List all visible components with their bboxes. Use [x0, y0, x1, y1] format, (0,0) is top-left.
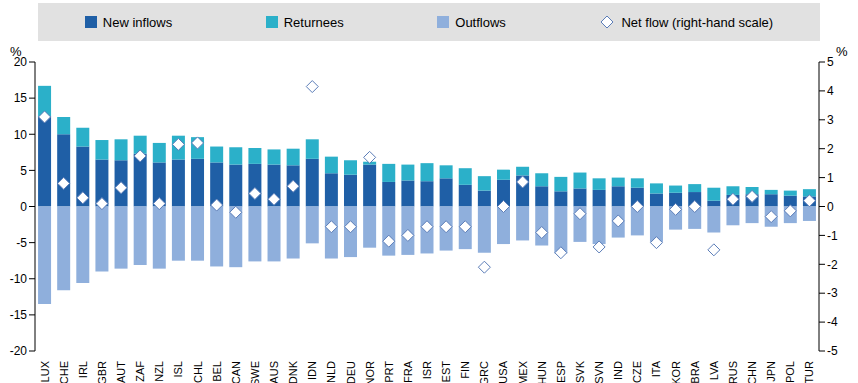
- svg-text:HUN: HUN: [536, 361, 548, 383]
- svg-text:-10: -10: [10, 272, 28, 286]
- svg-text:ESP: ESP: [555, 361, 567, 383]
- svg-text:GRC: GRC: [478, 361, 490, 383]
- svg-text:5: 5: [20, 164, 27, 178]
- svg-text:FIN: FIN: [459, 361, 471, 379]
- svg-text:-5: -5: [827, 344, 838, 358]
- svg-text:-1: -1: [827, 229, 838, 243]
- svg-text:GBR: GBR: [96, 361, 108, 383]
- svg-text:15: 15: [14, 91, 28, 105]
- svg-text:ISR: ISR: [421, 361, 433, 379]
- svg-text:JPN: JPN: [765, 361, 777, 382]
- svg-text:AUT: AUT: [115, 361, 127, 383]
- svg-text:LVA: LVA: [708, 360, 720, 380]
- html-text:Returnees: Returnees: [283, 14, 344, 30]
- svg-text:1: 1: [827, 171, 834, 185]
- svg-text:FRA: FRA: [402, 360, 414, 383]
- svg-text:-2: -2: [827, 258, 838, 272]
- html-text:Outflows: Outflows: [455, 14, 506, 30]
- svg-text:2: 2: [827, 142, 834, 156]
- svg-text:NLD: NLD: [325, 361, 337, 383]
- svg-text:BRA: BRA: [689, 360, 701, 383]
- svg-text:SVK: SVK: [574, 360, 586, 383]
- svg-text:USA: USA: [497, 360, 509, 383]
- svg-text:20: 20: [14, 55, 28, 69]
- html-text:Net flow (right-hand scale): Net flow (right-hand scale): [621, 14, 774, 30]
- svg-text:NZL: NZL: [153, 361, 165, 382]
- svg-text:-5: -5: [16, 236, 27, 250]
- svg-text:MEX: MEX: [517, 360, 529, 383]
- svg-text:3: 3: [827, 113, 834, 127]
- svg-text:-20: -20: [10, 344, 28, 358]
- svg-text:CHL: CHL: [192, 361, 204, 383]
- svg-text:5: 5: [827, 55, 834, 69]
- svg-text:CZE: CZE: [631, 361, 643, 383]
- svg-text:SWE: SWE: [249, 361, 261, 383]
- svg-text:KOR: KOR: [670, 361, 682, 383]
- svg-text:CHE: CHE: [58, 361, 70, 383]
- svg-text:IDN: IDN: [306, 361, 318, 380]
- svg-text:AUS: AUS: [268, 361, 280, 383]
- svg-text:NOR: NOR: [364, 361, 376, 383]
- svg-text:RUS: RUS: [727, 361, 739, 383]
- svg-text:POL: POL: [784, 361, 796, 383]
- svg-text:IRL: IRL: [77, 361, 89, 378]
- svg-text:LUX: LUX: [39, 360, 51, 382]
- html-text:New inflows: New inflows: [102, 14, 173, 30]
- svg-text:IND: IND: [612, 361, 624, 380]
- svg-text:BEL: BEL: [211, 361, 223, 382]
- svg-text:-3: -3: [827, 286, 838, 300]
- svg-text:TUR: TUR: [803, 361, 815, 383]
- svg-text:DEU: DEU: [345, 361, 357, 383]
- svg-text:DNK: DNK: [287, 360, 299, 383]
- svg-text:-15: -15: [10, 308, 28, 322]
- svg-text:CAN: CAN: [230, 361, 242, 383]
- svg-text:ZAF: ZAF: [134, 361, 146, 382]
- svg-text:4: 4: [827, 84, 834, 98]
- svg-text:-4: -4: [827, 315, 838, 329]
- svg-text:CHN: CHN: [746, 361, 758, 383]
- svg-text:EST: EST: [440, 361, 452, 383]
- svg-text:PRT: PRT: [383, 361, 395, 383]
- svg-text:10: 10: [14, 128, 28, 142]
- svg-text:0: 0: [827, 200, 834, 214]
- svg-text:ITA: ITA: [650, 360, 662, 377]
- svg-text:0: 0: [20, 200, 27, 214]
- svg-text:SVN: SVN: [593, 361, 605, 383]
- svg-text:ISL: ISL: [172, 361, 184, 378]
